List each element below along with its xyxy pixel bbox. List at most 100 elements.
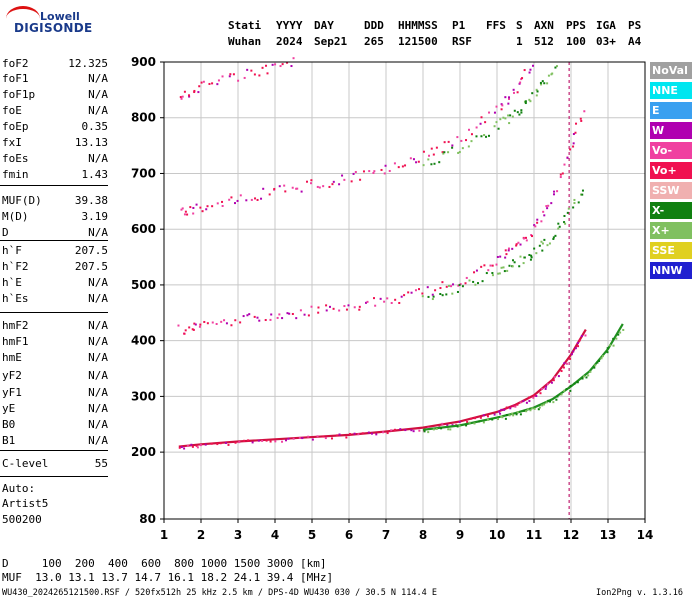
param-row: hmF1 N/A: [2, 335, 108, 349]
header-label-6: FFS: [486, 19, 506, 32]
echo-point: [553, 190, 556, 193]
param-value: 1.43: [81, 168, 109, 181]
header-value-11: A4: [628, 35, 642, 48]
echo-point: [535, 88, 538, 91]
echo-point: [484, 121, 487, 124]
x-tick-label: 1: [160, 528, 168, 542]
echo-point: [286, 312, 289, 315]
echo-point: [303, 313, 306, 316]
echo-point: [499, 118, 502, 121]
echo-point: [230, 196, 233, 199]
echo-point: [372, 297, 375, 300]
param-row: fmin 1.43: [2, 168, 108, 182]
param-name: yF1: [2, 386, 22, 399]
header-label-5: P1: [452, 19, 466, 32]
trace-point: [298, 436, 301, 439]
param-row: h`Es N/A: [2, 292, 108, 306]
echo-point: [536, 221, 539, 224]
echo-point: [292, 57, 295, 60]
trace-point: [399, 428, 402, 431]
trace-point: [301, 437, 304, 440]
header-label-9: PPS: [566, 19, 586, 32]
header-value-2: Sep21: [314, 35, 348, 48]
param-row: M(D) 3.19: [2, 210, 108, 224]
param-separator: [0, 185, 108, 186]
echo-point: [215, 322, 218, 325]
y-tick-label: 400: [131, 334, 156, 348]
echo-point: [250, 198, 253, 201]
echo-point: [580, 193, 583, 196]
echo-point: [332, 307, 335, 310]
param-row: D N/A: [2, 226, 108, 240]
param-row: hmF2 N/A: [2, 319, 108, 333]
echo-point: [192, 206, 195, 209]
trace-point: [353, 432, 356, 435]
echo-point: [528, 253, 531, 256]
echo-point: [276, 316, 279, 319]
echo-point: [265, 64, 268, 67]
echo-point: [372, 171, 375, 174]
trace-point: [491, 418, 494, 421]
legend-item: SSW: [650, 182, 692, 199]
echo-point: [286, 61, 289, 64]
echo-point: [317, 306, 320, 309]
param-name: h`Es: [2, 292, 29, 305]
echo-point: [246, 314, 249, 317]
trace-point: [458, 420, 461, 423]
echo-point: [520, 111, 523, 114]
echo-point: [493, 125, 496, 128]
echo-point: [563, 163, 566, 166]
param-value: N/A: [88, 402, 108, 415]
trace-point: [500, 415, 503, 418]
param-value: N/A: [88, 434, 108, 447]
echo-point: [253, 73, 256, 76]
echo-point: [236, 199, 239, 202]
echo-point: [397, 166, 400, 169]
trace-point: [458, 425, 461, 428]
trace-point: [449, 428, 452, 431]
param-separator: [0, 240, 108, 241]
trace-point: [560, 393, 563, 396]
param-name: MUF(D): [2, 194, 42, 207]
trace-point: [523, 409, 526, 412]
param-name: h`F: [2, 244, 22, 257]
param-row: h`E N/A: [2, 276, 108, 290]
echo-point: [485, 135, 488, 138]
echo-point: [183, 213, 186, 216]
echo-point: [198, 325, 201, 328]
echo-point: [500, 266, 503, 269]
trace-point: [526, 408, 529, 411]
echo-point: [511, 247, 514, 250]
echo-point: [534, 225, 537, 228]
trace-point: [473, 422, 476, 425]
echo-point: [318, 186, 321, 189]
echo-point: [555, 65, 558, 68]
echo-point: [366, 300, 369, 303]
trace-point: [535, 395, 538, 398]
trace-point: [195, 444, 198, 447]
echo-point: [325, 304, 328, 307]
echo-point: [509, 114, 512, 117]
trace-point: [515, 413, 518, 416]
param-name: M(D): [2, 210, 29, 223]
param-value: N/A: [88, 351, 108, 364]
echo-point: [345, 308, 348, 311]
trace-point: [219, 442, 222, 445]
echo-point: [452, 283, 455, 286]
echo-point: [187, 94, 190, 97]
echo-point: [487, 134, 490, 137]
y-tick-label: 700: [131, 166, 156, 180]
trace-point: [528, 396, 531, 399]
echo-point: [261, 66, 264, 69]
echo-point: [211, 205, 214, 208]
param-name: B1: [2, 434, 16, 447]
echo-point: [554, 66, 557, 69]
echo-point: [483, 264, 486, 267]
trace-point: [468, 421, 471, 424]
trace-point: [519, 413, 522, 416]
echo-point: [574, 131, 577, 134]
param-name: foE: [2, 104, 22, 117]
echo-point: [432, 295, 435, 298]
trace-point: [216, 443, 219, 446]
echo-point: [386, 297, 389, 300]
